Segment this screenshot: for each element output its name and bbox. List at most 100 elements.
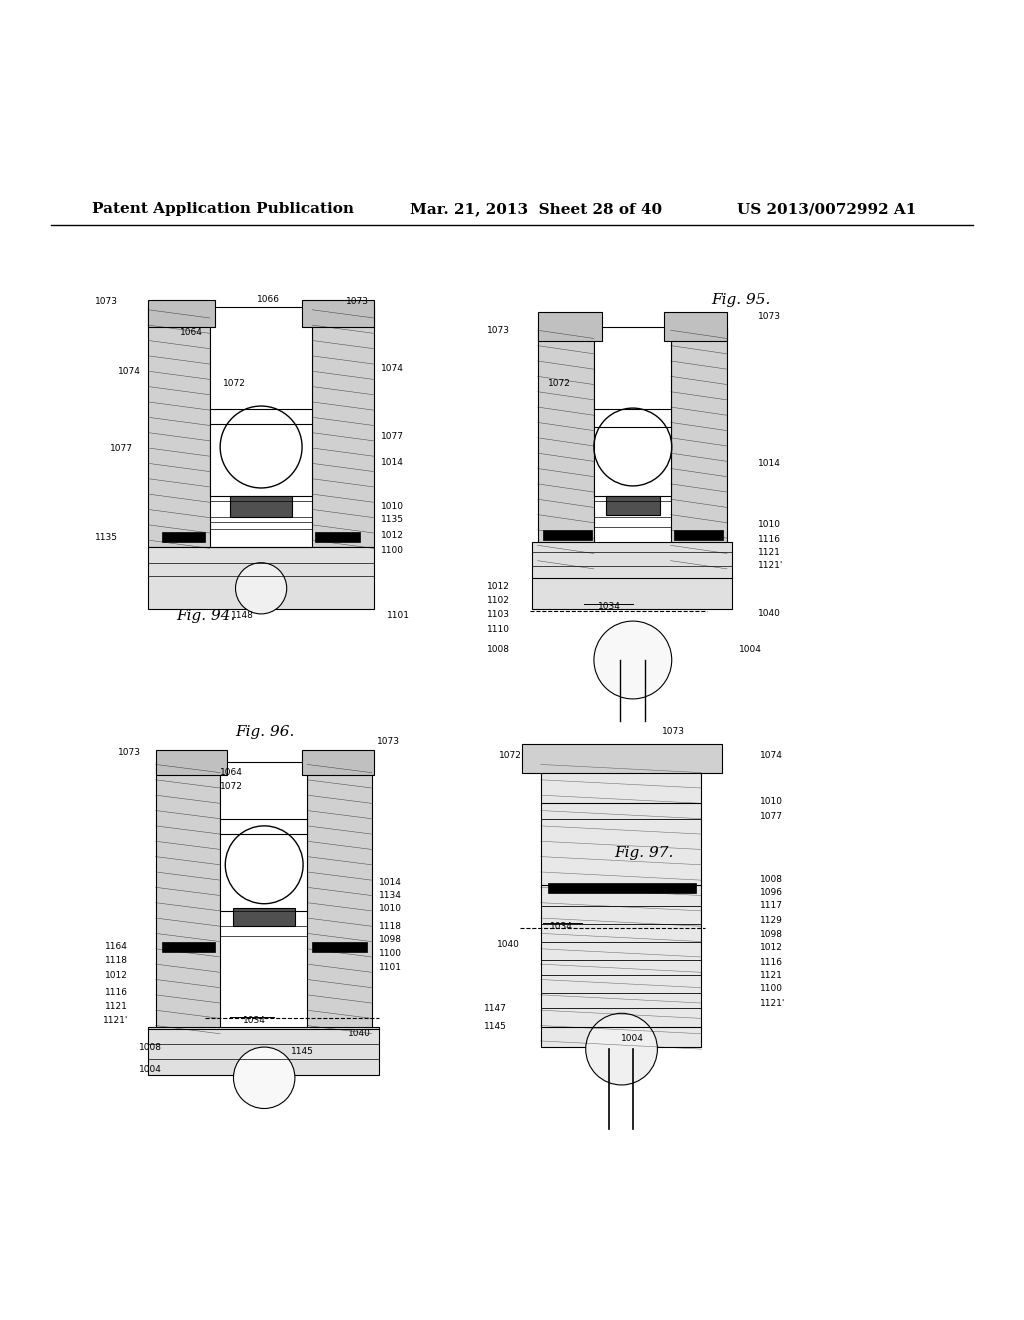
Polygon shape [148,1027,379,1074]
Polygon shape [230,496,292,516]
Text: 1072: 1072 [500,751,522,760]
Polygon shape [312,941,367,952]
Polygon shape [220,763,307,911]
Polygon shape [538,327,594,578]
Text: 1010: 1010 [758,520,780,529]
Text: 1077: 1077 [381,432,403,441]
Text: 1014: 1014 [758,459,780,467]
Text: 1073: 1073 [346,297,369,306]
Text: Mar. 21, 2013  Sheet 28 of 40: Mar. 21, 2013 Sheet 28 of 40 [410,202,662,216]
Text: 1145: 1145 [484,1022,507,1031]
Text: 1116: 1116 [105,989,128,998]
Text: 1100: 1100 [379,949,401,958]
Text: 1012: 1012 [381,531,403,540]
Text: 1121': 1121' [760,998,785,1007]
Text: 1129: 1129 [760,916,782,924]
Polygon shape [594,327,671,496]
Text: 1077: 1077 [111,444,133,453]
Text: 1121: 1121 [760,972,782,979]
Text: 1073: 1073 [487,326,510,335]
Text: 1121: 1121 [105,1002,128,1011]
Polygon shape [674,529,723,540]
Text: 1116: 1116 [758,535,780,544]
Circle shape [594,622,672,698]
Text: 1100: 1100 [381,546,403,554]
Text: US 2013/0072992 A1: US 2013/0072992 A1 [737,202,916,216]
Polygon shape [148,306,210,548]
Polygon shape [541,763,701,1047]
Text: 1034: 1034 [598,602,621,611]
Text: 1121': 1121' [102,1016,128,1024]
Text: 1148: 1148 [231,611,254,620]
Text: 1100: 1100 [760,985,782,993]
Polygon shape [156,750,227,775]
Polygon shape [233,908,295,927]
Text: 1008: 1008 [139,1043,162,1052]
Text: Fig. 97.: Fig. 97. [614,846,674,859]
Polygon shape [543,529,592,540]
Text: 1034: 1034 [550,921,572,931]
Text: 1014: 1014 [379,878,401,887]
Text: 1096: 1096 [760,888,782,898]
Text: 1135: 1135 [381,515,403,524]
Polygon shape [522,744,722,772]
Polygon shape [315,532,360,543]
Text: 1066: 1066 [257,296,280,304]
Text: 1101: 1101 [387,611,410,620]
Text: 1010: 1010 [381,502,403,511]
Text: 1098: 1098 [760,929,782,939]
Polygon shape [148,548,374,609]
Text: 1098: 1098 [379,935,401,944]
Text: 1134: 1134 [379,891,401,900]
Polygon shape [548,883,696,894]
Text: 1008: 1008 [760,875,782,883]
Polygon shape [312,306,374,548]
Text: Fig. 95.: Fig. 95. [712,293,771,306]
Text: 1118: 1118 [105,956,128,965]
Text: 1004: 1004 [139,1065,162,1074]
Text: 1101: 1101 [379,962,401,972]
Polygon shape [210,306,312,496]
Text: 1072: 1072 [548,379,570,388]
Text: 1117: 1117 [760,902,782,911]
Text: 1074: 1074 [119,367,141,376]
Polygon shape [538,312,602,341]
Text: 1073: 1073 [95,297,118,306]
Polygon shape [606,496,660,515]
Text: 1004: 1004 [622,1035,644,1043]
Text: 1040: 1040 [348,1030,371,1039]
Text: 1073: 1073 [377,738,399,746]
Text: 1102: 1102 [487,597,510,605]
Text: 1072: 1072 [223,379,246,388]
Polygon shape [162,532,205,543]
Text: 1121': 1121' [758,561,783,570]
Text: 1040: 1040 [758,610,780,618]
Polygon shape [148,300,215,327]
Text: 1012: 1012 [105,972,128,979]
Text: 1135: 1135 [95,532,118,541]
Text: 1012: 1012 [760,944,782,952]
Text: 1110: 1110 [487,624,510,634]
Text: 1116: 1116 [760,957,782,966]
Polygon shape [532,543,732,609]
Text: 1073: 1073 [663,727,685,737]
Polygon shape [162,941,215,952]
Text: Patent Application Publication: Patent Application Publication [92,202,354,216]
Polygon shape [302,300,374,327]
Text: 1164: 1164 [105,942,128,952]
Text: 1118: 1118 [379,921,401,931]
Text: 1145: 1145 [291,1047,313,1056]
Text: 1010: 1010 [760,797,782,805]
Polygon shape [156,763,220,1031]
Text: 1004: 1004 [739,645,762,655]
Circle shape [233,1047,295,1109]
Text: 1103: 1103 [487,610,510,619]
Text: Fig. 96.: Fig. 96. [236,725,295,739]
Text: 1064: 1064 [180,327,203,337]
Polygon shape [307,763,372,1031]
Text: 1008: 1008 [487,645,510,655]
Text: 1121: 1121 [758,548,780,557]
Text: Fig. 94.: Fig. 94. [176,609,236,623]
Polygon shape [664,312,727,341]
Text: 1012: 1012 [487,582,510,591]
